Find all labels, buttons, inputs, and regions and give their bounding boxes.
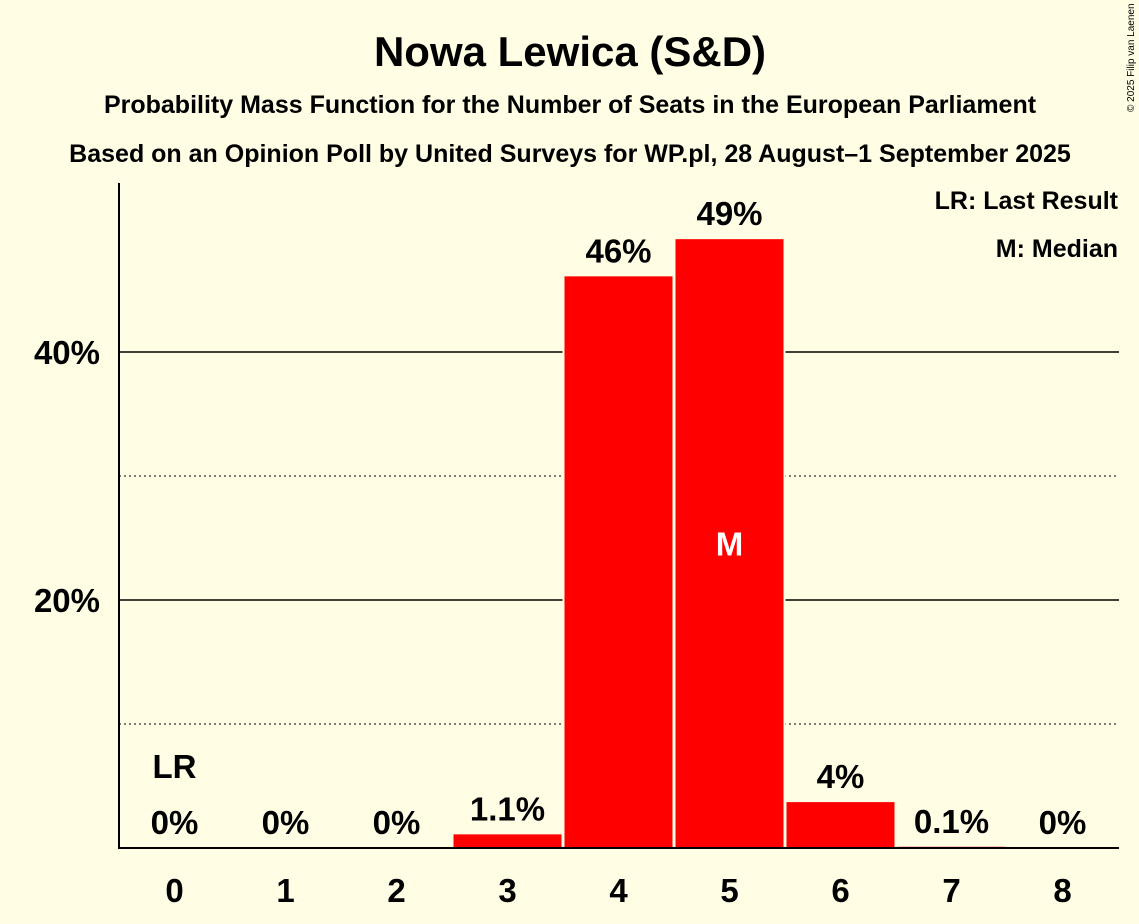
bar-value-label: 0%: [373, 804, 421, 841]
bar-value-label: 46%: [585, 232, 651, 269]
y-tick-labels: 20% 40%: [34, 334, 100, 619]
bar-labels: 0% LR 0% 0% 1.1% 46% 49% M 4% 0.1% 0%: [151, 195, 1087, 841]
x-tick-label: 7: [942, 872, 960, 909]
bar: [675, 239, 784, 848]
copyright-text: © 2025 Filip van Laenen: [1126, 3, 1137, 112]
x-tick-label: 2: [387, 872, 405, 909]
bar-value-label: 0%: [262, 804, 310, 841]
bar-value-label: 0.1%: [914, 803, 989, 840]
x-tick-labels: 0 1 2 3 4 5 6 7 8: [165, 872, 1071, 909]
chart-subtitle-source: Based on an Opinion Poll by United Surve…: [69, 140, 1071, 168]
bars: [451, 237, 1008, 848]
median-marker: M: [716, 526, 744, 563]
bar-value-label: 4%: [817, 758, 865, 795]
bar-value-label: 1.1%: [470, 790, 545, 827]
x-tick-label: 3: [498, 872, 516, 909]
chart-subtitle: Probability Mass Function for the Number…: [104, 91, 1037, 119]
bar: [453, 834, 562, 848]
x-tick-label: 6: [831, 872, 849, 909]
bar-value-label: 49%: [696, 195, 762, 232]
chart-title: Nowa Lewica (S&D): [374, 28, 766, 75]
x-tick-label: 4: [609, 872, 628, 909]
x-tick-label: 8: [1053, 872, 1071, 909]
bar-value-label: 0%: [1039, 804, 1087, 841]
legend-median: M: Median: [996, 235, 1118, 263]
legend-last-result: LR: Last Result: [935, 187, 1119, 215]
bar-value-label: 0%: [151, 804, 199, 841]
y-tick-label: 20%: [34, 582, 100, 619]
last-result-marker: LR: [153, 748, 197, 785]
bar: [564, 276, 673, 848]
x-tick-label: 5: [720, 872, 738, 909]
y-tick-label: 40%: [34, 334, 100, 371]
x-tick-label: 1: [276, 872, 294, 909]
x-tick-label: 0: [165, 872, 183, 909]
bar-gap: [895, 844, 1008, 848]
bar: [786, 802, 895, 848]
